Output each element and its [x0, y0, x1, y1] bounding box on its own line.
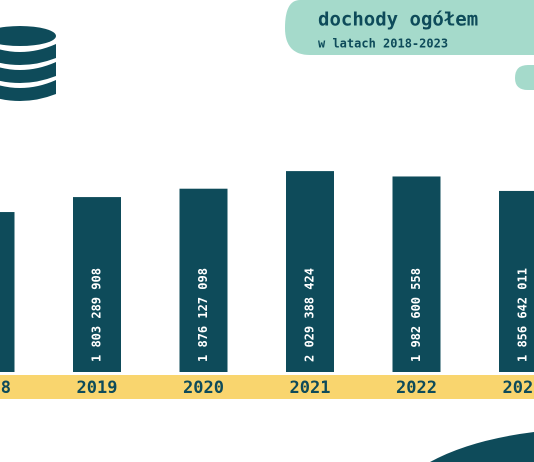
bar — [499, 190, 534, 372]
x-tick-label: 2022 — [396, 378, 437, 398]
year-band — [0, 375, 534, 399]
decor-shape — [515, 65, 534, 90]
value-label: 1 876 127 098 — [196, 268, 210, 362]
x-tick-label: 2019 — [77, 378, 118, 398]
bar — [286, 171, 334, 372]
value-label: 1 803 289 908 — [90, 268, 104, 362]
value-label: 2 029 388 424 — [303, 268, 317, 362]
x-tick-label: 2021 — [290, 378, 331, 398]
value-label: 1 982 600 558 — [409, 268, 423, 362]
bar — [179, 188, 228, 372]
bar — [0, 212, 15, 372]
database-icon — [0, 26, 56, 101]
title-bubble — [285, 0, 534, 55]
bar — [392, 176, 441, 372]
chart-subtitle: w latach 2018-2023 — [318, 37, 448, 51]
x-tick-label: 2020 — [183, 378, 224, 398]
x-tick-label: 2023 — [503, 378, 534, 398]
chart-title: dochody ogółem — [318, 9, 478, 31]
decor-corner — [430, 432, 534, 462]
x-tick-label: 2018 — [0, 378, 11, 398]
bar — [73, 197, 121, 372]
value-label: 1 856 642 011 — [516, 268, 530, 362]
